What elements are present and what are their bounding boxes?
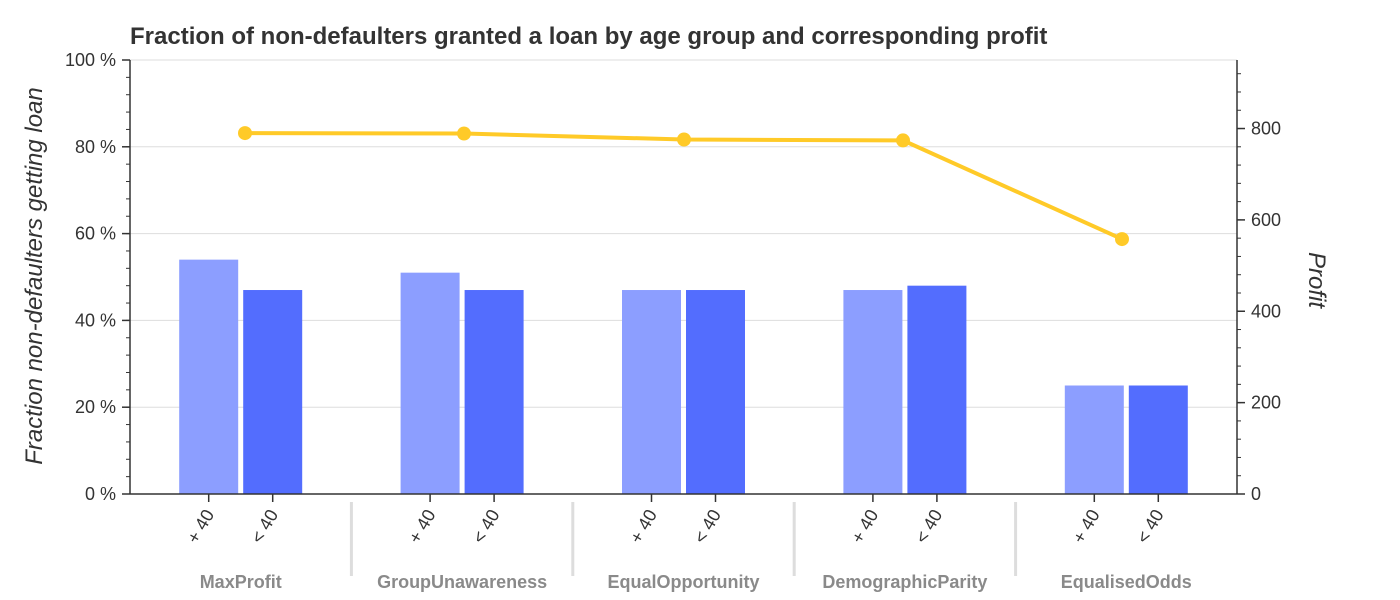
y-left-tick-label: 20 % — [75, 397, 116, 417]
y-right-tick-label: 800 — [1251, 119, 1281, 139]
bar — [1064, 385, 1124, 494]
x-sub-label: + 40 — [404, 506, 439, 547]
x-group-label: GroupUnawareness — [377, 572, 547, 592]
x-sub-label: < 40 — [1133, 506, 1168, 547]
x-sub-label: + 40 — [626, 506, 661, 547]
profit-line-layer — [238, 126, 1129, 247]
bar — [1128, 385, 1188, 494]
bar — [622, 290, 681, 494]
x-sub-label: + 40 — [1069, 506, 1104, 547]
profit-point — [238, 126, 252, 141]
y-right-tick-label: 200 — [1251, 393, 1281, 413]
bar — [400, 272, 460, 494]
chart-title: Fraction of non-defaulters granted a loa… — [130, 23, 1047, 50]
y-axis-left-label: Fraction non-defaulters getting loan — [21, 87, 48, 465]
x-sub-label: < 40 — [468, 506, 503, 547]
bar — [907, 285, 967, 494]
x-sub-label: < 40 — [911, 506, 946, 547]
profit-point — [896, 133, 910, 148]
bar — [686, 290, 745, 494]
x-group-label: EqualOpportunity — [608, 572, 760, 592]
y-right-tick-label: 0 — [1251, 484, 1261, 504]
x-group-label: EqualisedOdds — [1061, 572, 1192, 592]
profit-point — [457, 126, 471, 141]
bars-layer — [179, 259, 1188, 494]
y-left-tick-label: 0 % — [85, 484, 116, 504]
x-group-label: MaxProfit — [200, 572, 282, 592]
bar — [179, 259, 239, 494]
x-sub-label: + 40 — [847, 506, 882, 547]
y-axis-right-label: Profit — [1303, 252, 1330, 309]
bar — [843, 290, 903, 494]
profit-point — [1115, 232, 1129, 247]
x-sub-label: < 40 — [690, 506, 725, 547]
x-sub-label: + 40 — [183, 506, 218, 547]
y-right-tick-label: 400 — [1251, 301, 1281, 321]
x-sub-label: < 40 — [247, 506, 282, 547]
profit-point — [677, 132, 691, 147]
y-left-tick-label: 60 % — [75, 224, 116, 244]
profit-line — [244, 131, 1123, 241]
x-group-label: DemographicParity — [822, 572, 987, 592]
y-left-tick-label: 80 % — [75, 137, 116, 157]
y-left-tick-label: 40 % — [75, 310, 116, 330]
axes-layer — [122, 59, 1245, 576]
y-right-tick-label: 600 — [1251, 210, 1281, 230]
y-left-tick-label: 100 % — [65, 50, 116, 70]
bar — [243, 290, 303, 494]
bar — [464, 290, 524, 494]
grid-layer — [130, 59, 1237, 408]
